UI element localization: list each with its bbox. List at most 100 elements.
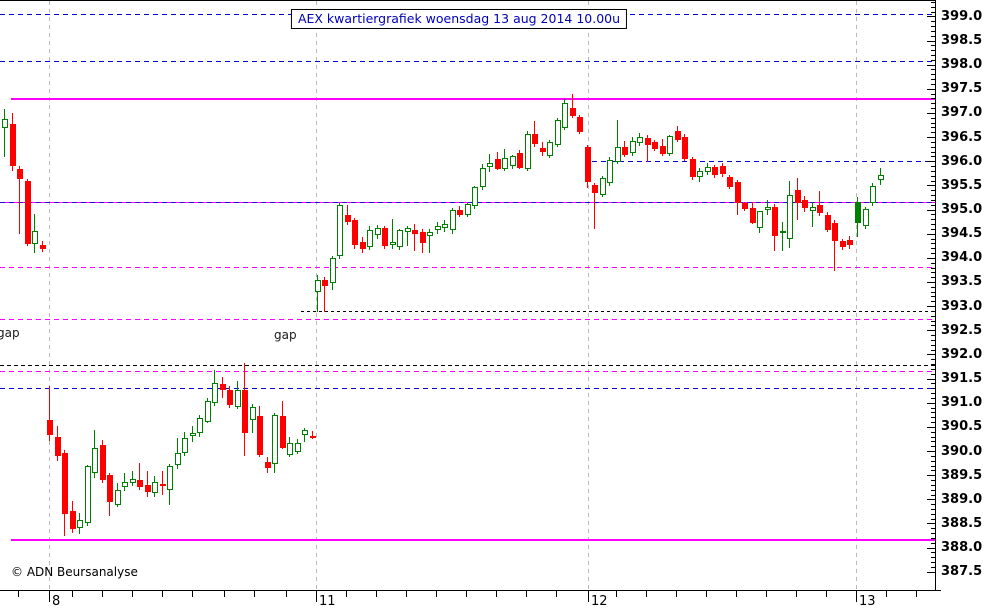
y-minor-tick — [931, 470, 935, 472]
x-minor-tick — [466, 591, 467, 597]
y-minor-tick — [931, 301, 935, 303]
candle-body — [510, 155, 516, 166]
y-major-tick — [927, 354, 935, 356]
y-minor-tick — [931, 117, 935, 119]
y-major-tick — [927, 40, 935, 42]
x-minor-tick — [706, 591, 707, 597]
candle-body — [412, 230, 418, 234]
candle-body — [787, 195, 793, 239]
y-minor-tick — [931, 83, 935, 85]
candle-body — [495, 159, 501, 170]
y-minor-tick — [931, 431, 935, 433]
y-minor-tick — [931, 35, 935, 37]
y-minor-tick — [931, 50, 935, 52]
x-minor-tick — [406, 591, 407, 597]
y-minor-tick — [931, 45, 935, 47]
y-major-tick — [927, 88, 935, 90]
candle-body — [182, 438, 188, 453]
candle-body — [847, 239, 853, 245]
y-axis-label: 388.5 — [941, 515, 983, 531]
session-gridline — [856, 1, 857, 590]
level-line — [11, 98, 935, 101]
candle-body — [265, 461, 271, 469]
candle-body — [705, 167, 711, 172]
candle-body — [220, 383, 226, 390]
x-minor-tick — [766, 591, 767, 597]
candle-wick — [49, 386, 50, 442]
y-axis-label: 396.5 — [941, 129, 983, 145]
candle-body — [442, 223, 448, 229]
x-minor-tick — [18, 591, 19, 597]
session-tick — [588, 591, 589, 602]
candle-body — [190, 433, 196, 436]
candle-body — [337, 205, 343, 257]
y-minor-tick — [931, 132, 935, 134]
y-minor-tick — [931, 489, 935, 491]
y-axis-label: 392.0 — [941, 346, 983, 362]
y-axis-label: 396.0 — [941, 153, 983, 169]
y-major-tick — [927, 257, 935, 259]
x-minor-tick — [254, 591, 255, 597]
candle-wick — [407, 226, 408, 247]
y-major-tick — [927, 161, 935, 163]
candle-wick — [819, 191, 820, 216]
candle-body — [832, 223, 838, 242]
y-minor-tick — [931, 267, 935, 269]
y-major-tick — [927, 306, 935, 308]
y-minor-tick — [931, 513, 935, 515]
y-minor-tick — [931, 248, 935, 250]
candle-body — [32, 231, 38, 244]
session-tick — [316, 591, 317, 602]
candle-body — [330, 258, 336, 284]
x-minor-tick — [224, 591, 225, 597]
candle-body — [322, 280, 328, 286]
y-minor-tick — [931, 224, 935, 225]
candle-body — [630, 141, 636, 154]
y-axis-label: 398.5 — [941, 33, 983, 48]
y-minor-tick — [931, 388, 935, 390]
candle-body — [585, 146, 591, 182]
y-minor-tick — [931, 277, 935, 279]
y-minor-tick — [931, 562, 935, 564]
y-minor-tick — [931, 219, 935, 221]
candle-body — [457, 210, 463, 216]
x-axis-label: 13 — [859, 594, 876, 609]
y-minor-tick — [931, 175, 935, 177]
x-axis-label: 8 — [52, 594, 61, 609]
y-minor-tick — [931, 291, 935, 293]
candle-body — [295, 443, 301, 452]
x-minor-tick — [886, 591, 887, 597]
candle-body — [227, 389, 233, 405]
candle-body — [540, 147, 546, 153]
candle-body — [465, 204, 471, 216]
y-minor-tick — [931, 170, 935, 172]
candle-body — [107, 475, 113, 502]
y-minor-tick — [931, 228, 935, 230]
candle-wick — [19, 165, 20, 235]
candle-body — [780, 230, 786, 234]
candle-body — [405, 228, 411, 232]
level-line — [0, 365, 935, 366]
y-minor-tick — [931, 349, 935, 351]
candle-body — [315, 280, 321, 292]
y-minor-tick — [931, 533, 935, 535]
candle-wick — [572, 94, 573, 119]
y-minor-tick — [931, 557, 935, 559]
candle-wick — [162, 470, 163, 495]
y-minor-tick — [931, 436, 935, 438]
y-minor-tick — [931, 441, 935, 443]
y-axis-label: 389.0 — [941, 491, 983, 507]
x-minor-tick — [72, 591, 73, 597]
y-minor-tick — [931, 296, 935, 298]
y-minor-tick — [931, 446, 935, 448]
candle-body — [100, 444, 106, 480]
y-minor-tick — [931, 1, 935, 3]
y-minor-tick — [931, 156, 935, 158]
y-minor-tick — [931, 335, 935, 337]
candle-body — [645, 137, 651, 146]
candle-body — [817, 205, 823, 214]
y-minor-tick — [931, 383, 935, 385]
candle-wick — [317, 275, 318, 313]
y-major-tick — [927, 499, 935, 501]
